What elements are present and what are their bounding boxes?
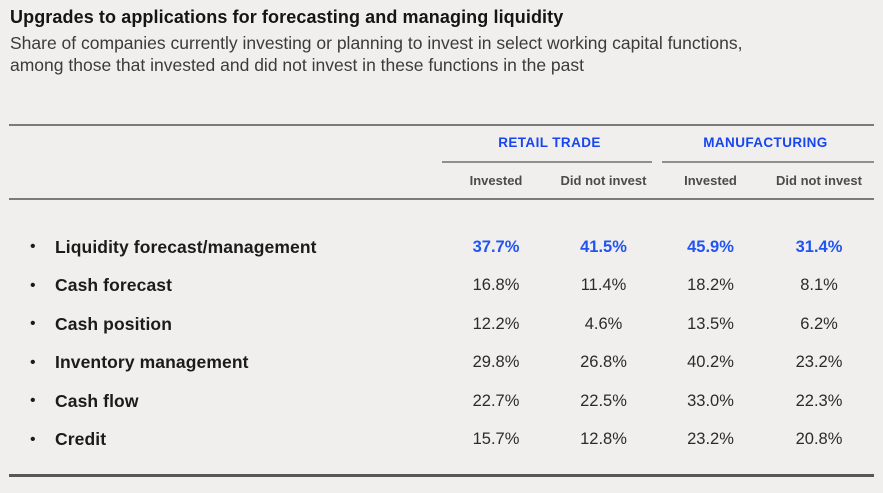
row-label-cell: • Cash position	[9, 314, 442, 335]
bullet-icon: •	[30, 392, 36, 410]
column-group-header-row: RETAIL TRADE MANUFACTURING	[9, 126, 874, 163]
cell-retail-did-not-invest: 4.6%	[584, 314, 623, 333]
bullet-icon: •	[30, 353, 36, 371]
cell-mfg-invested: 18.2%	[687, 276, 734, 295]
bullet-icon: •	[30, 238, 36, 256]
table-body: • Liquidity forecast/management 37.7% 41…	[9, 200, 874, 459]
table-row: • Cash forecast 16.8% 11.4% 18.2% 8.1%	[9, 267, 874, 306]
group-label-retail-trade: RETAIL TRADE	[498, 135, 601, 150]
group-underline	[442, 161, 652, 163]
row-label-cell: • Inventory management	[9, 352, 442, 373]
cell-retail-invested: 29.8%	[472, 353, 520, 372]
row-label: Cash forecast	[55, 275, 173, 296]
cell-retail-did-not-invest: 26.8%	[580, 353, 627, 372]
cell-mfg-invested: 45.9%	[687, 237, 734, 256]
row-label-cell: • Credit	[9, 429, 442, 450]
cell-retail-invested: 16.8%	[472, 276, 520, 295]
bullet-icon: •	[30, 315, 36, 333]
cell-retail-invested: 12.2%	[472, 314, 520, 333]
cell-mfg-did-not-invest: 22.3%	[795, 391, 843, 410]
row-label-cell: • Liquidity forecast/management	[9, 237, 442, 258]
page-subtitle: Share of companies currently investing o…	[10, 33, 743, 75]
column-group-retail-trade: RETAIL TRADE	[442, 126, 657, 163]
row-label: Cash position	[55, 313, 172, 334]
column-header-mfg-did-not-invest: Did not invest	[776, 173, 862, 188]
group-header-spacer	[9, 126, 442, 163]
group-underline	[662, 161, 874, 163]
row-label-cell: • Cash forecast	[9, 275, 442, 296]
cell-mfg-invested: 23.2%	[687, 430, 734, 449]
cell-mfg-did-not-invest: 6.2%	[800, 314, 838, 333]
cell-retail-did-not-invest: 41.5%	[580, 237, 627, 256]
cell-retail-invested: 22.7%	[472, 391, 520, 410]
page-title: Upgrades to applications for forecasting…	[10, 7, 564, 27]
row-label: Inventory management	[55, 352, 249, 373]
column-subheader-row: Invested Did not invest Invested Did not…	[9, 163, 874, 198]
cell-retail-did-not-invest: 22.5%	[580, 391, 627, 410]
table-row: • Inventory management 29.8% 26.8% 40.2%…	[9, 344, 874, 383]
row-label: Liquidity forecast/management	[55, 236, 317, 257]
row-label: Cash flow	[55, 390, 139, 411]
cell-mfg-invested: 33.0%	[687, 391, 734, 410]
column-header-retail-invested: Invested	[469, 173, 523, 188]
table-top-rule	[9, 124, 874, 126]
column-header-retail-did-not-invest: Did not invest	[560, 173, 647, 188]
cell-mfg-invested: 40.2%	[687, 353, 734, 372]
cell-mfg-did-not-invest: 8.1%	[800, 276, 838, 295]
bullet-icon: •	[30, 430, 36, 448]
table-row: • Cash position 12.2% 4.6% 13.5% 6.2%	[9, 305, 874, 344]
cell-retail-did-not-invest: 11.4%	[580, 276, 627, 295]
row-label-cell: • Cash flow	[9, 391, 442, 412]
table-bottom-rule	[9, 474, 874, 477]
cell-retail-invested: 15.7%	[472, 430, 520, 449]
bullet-icon: •	[30, 276, 36, 294]
column-group-manufacturing: MANUFACTURING	[657, 126, 874, 163]
cell-mfg-did-not-invest: 20.8%	[795, 430, 843, 449]
cell-mfg-did-not-invest: 23.2%	[795, 353, 843, 372]
cell-mfg-did-not-invest: 31.4%	[795, 237, 843, 256]
row-label: Credit	[55, 429, 107, 450]
table-header-rule	[9, 198, 874, 200]
cell-retail-invested: 37.7%	[472, 237, 520, 256]
cell-mfg-invested: 13.5%	[687, 314, 734, 333]
table-row: • Credit 15.7% 12.8% 23.2% 20.8%	[9, 421, 874, 460]
group-label-manufacturing: MANUFACTURING	[703, 135, 828, 150]
table-row: • Liquidity forecast/management 37.7% 41…	[9, 228, 874, 267]
column-header-mfg-invested: Invested	[684, 173, 737, 188]
table-row: • Cash flow 22.7% 22.5% 33.0% 22.3%	[9, 382, 874, 421]
cell-retail-did-not-invest: 12.8%	[580, 430, 627, 449]
